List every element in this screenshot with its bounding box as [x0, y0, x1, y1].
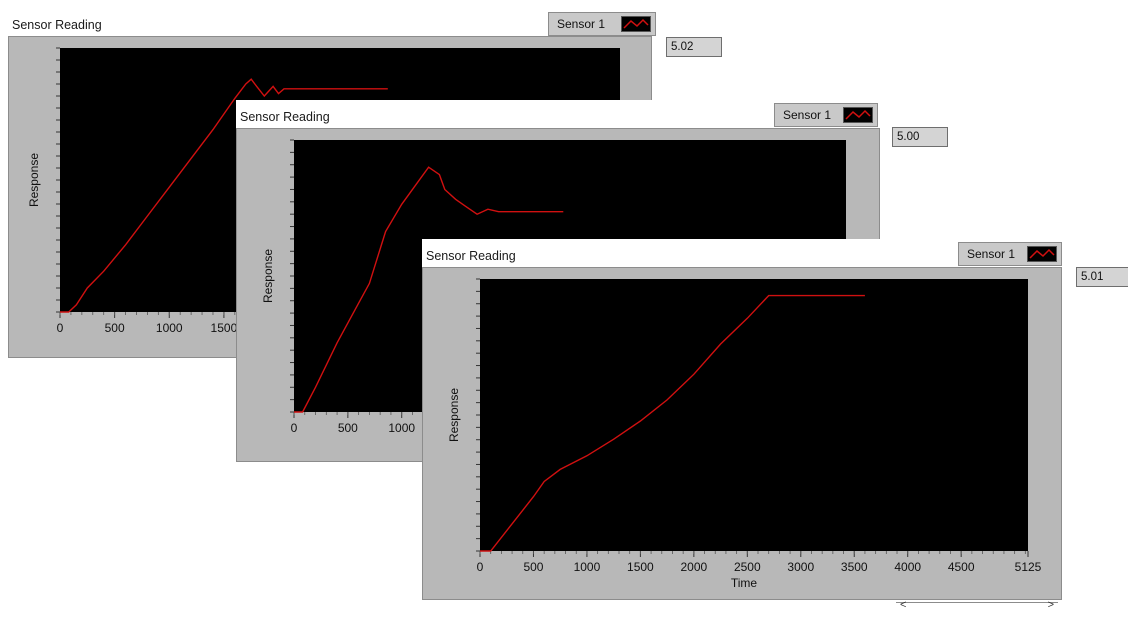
- x-tick-label: 1000: [574, 560, 601, 574]
- graph-panel-3: Sensor Reading Sensor 1 5.01 0 500 1000 150…: [422, 239, 1128, 613]
- x-tick-label: 0: [477, 560, 484, 574]
- x-tick-label: 4500: [948, 560, 975, 574]
- legend-label: Sensor 1: [783, 108, 832, 122]
- scroll-right-arrow-icon[interactable]: >: [1047, 599, 1054, 611]
- y-axis-title: Response: [261, 249, 275, 303]
- x-tick-label: 500: [338, 421, 358, 435]
- trace-swatch-icon: [621, 16, 651, 32]
- y-axis-title: Response: [447, 388, 461, 442]
- x-tick-label: 1500: [627, 560, 654, 574]
- x-tick-label: 2500: [734, 560, 761, 574]
- x-tick-label: 2000: [681, 560, 708, 574]
- plot-legend[interactable]: Sensor 1: [548, 12, 656, 36]
- legend-label: Sensor 1: [557, 17, 606, 31]
- x-tick-label: 5125: [1015, 560, 1042, 574]
- legend-label: Sensor 1: [967, 247, 1016, 261]
- series-line-sensor-1: [480, 294, 865, 552]
- graph-svg: 0 500 1000 1500 2000 2500 3000 3500 4000 4500 5125…: [447, 278, 1042, 590]
- plot-area: 0 500 1000 1500 2000 2500 3000 3500 4000 4500 5125…: [447, 278, 1042, 590]
- plot-background: [480, 279, 1028, 551]
- x-tick-label: 4000: [894, 560, 921, 574]
- x-tick-label: 0: [57, 321, 64, 335]
- plot-legend[interactable]: Sensor 1: [958, 242, 1062, 266]
- graph-title: Sensor Reading: [426, 249, 516, 263]
- x-tick-label: 500: [523, 560, 543, 574]
- horizontal-scrollbar[interactable]: < >: [896, 599, 1058, 617]
- x-tick-label: 1000: [156, 321, 183, 335]
- x-tick-label: 500: [105, 321, 125, 335]
- x-axis-title: Time: [731, 576, 758, 590]
- value-readout: 5.01: [1076, 267, 1128, 287]
- value-readout: 5.02: [666, 37, 722, 57]
- graph-title: Sensor Reading: [12, 18, 102, 32]
- trace-swatch-icon: [1027, 246, 1057, 262]
- graph-title: Sensor Reading: [240, 110, 330, 124]
- y-axis-title: Response: [27, 153, 41, 207]
- plot-legend[interactable]: Sensor 1: [774, 103, 878, 127]
- series-line-sensor-1: [294, 166, 564, 413]
- trace-swatch-icon: [843, 107, 873, 123]
- x-tick-label: 1000: [388, 421, 415, 435]
- x-tick-label: 0: [291, 421, 298, 435]
- x-tick-label: 1500: [211, 321, 238, 335]
- scroll-left-arrow-icon[interactable]: <: [900, 599, 907, 611]
- x-tick-label: 3500: [841, 560, 868, 574]
- x-tick-label: 3000: [787, 560, 814, 574]
- series-line-sensor-1: [60, 78, 388, 313]
- value-readout: 5.00: [892, 127, 948, 147]
